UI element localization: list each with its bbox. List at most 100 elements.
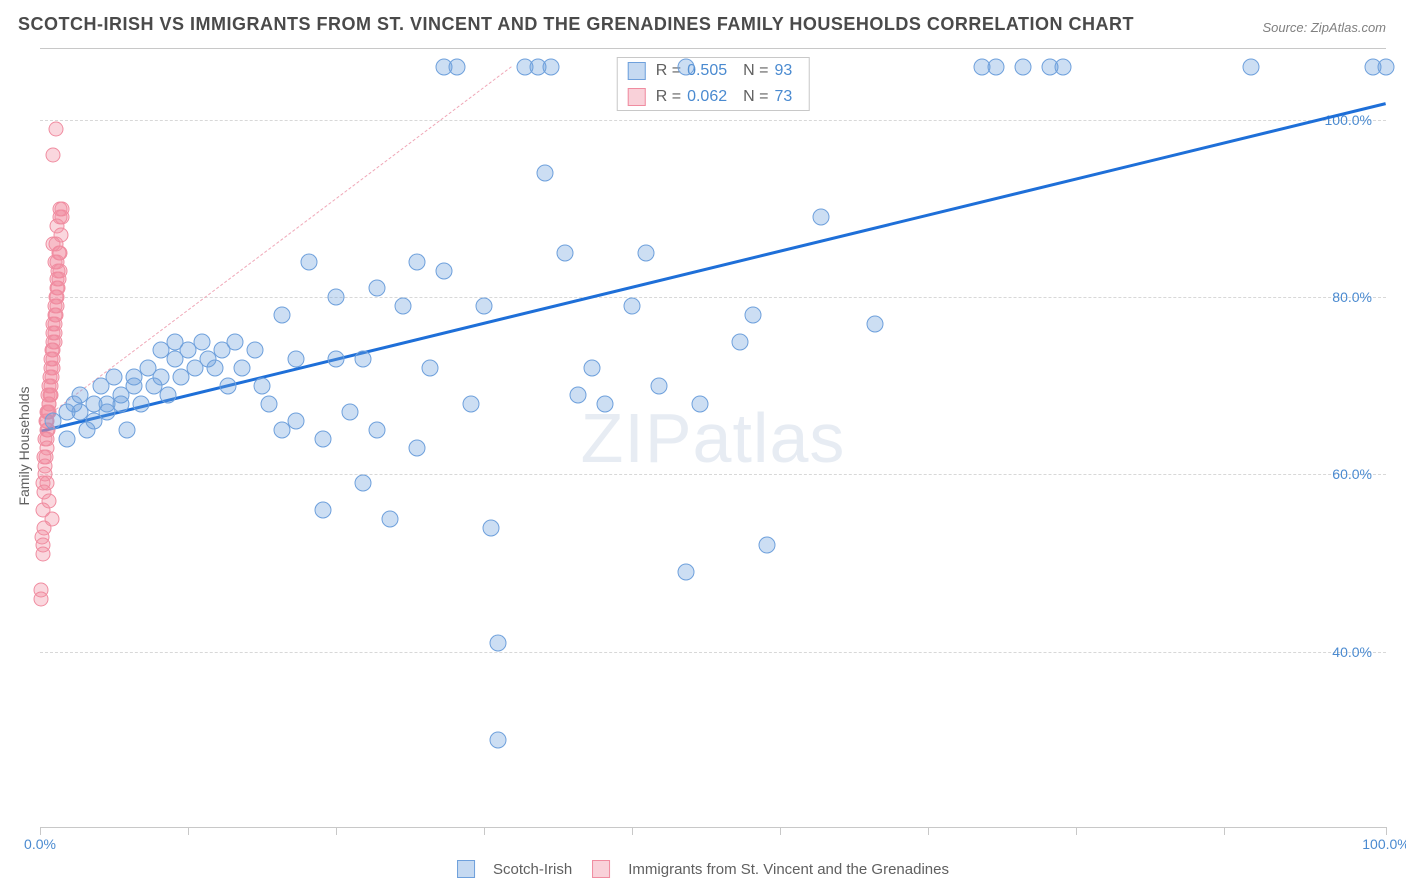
data-point-blue <box>227 333 244 350</box>
plot-area: ZIPatlas R = 0.505 N = 93 R = 0.062 N = … <box>40 48 1386 828</box>
n-label: N = <box>743 62 768 80</box>
data-point-blue <box>119 422 136 439</box>
stats-row-pink: R = 0.062 N = 73 <box>618 84 809 110</box>
data-point-pink <box>42 494 57 509</box>
data-point-blue <box>260 395 277 412</box>
data-point-blue <box>328 351 345 368</box>
data-point-blue <box>482 519 499 536</box>
data-point-blue <box>368 280 385 297</box>
data-point-blue <box>758 537 775 554</box>
y-tick-label: 80.0% <box>1332 289 1372 305</box>
data-point-blue <box>866 315 883 332</box>
data-point-pink <box>53 201 68 216</box>
pink-swatch-icon <box>628 88 646 106</box>
x-tick <box>780 827 781 835</box>
x-tick <box>1386 827 1387 835</box>
data-point-blue <box>395 298 412 315</box>
y-axis-label: Family Households <box>16 386 32 505</box>
data-point-pink <box>46 148 61 163</box>
data-point-blue <box>422 360 439 377</box>
stats-legend-box: R = 0.505 N = 93 R = 0.062 N = 73 <box>617 57 810 111</box>
data-point-blue <box>408 253 425 270</box>
stats-row-blue: R = 0.505 N = 93 <box>618 58 809 84</box>
data-point-blue <box>159 386 176 403</box>
data-point-blue <box>624 298 641 315</box>
x-tick-label: 100.0% <box>1362 836 1406 852</box>
data-point-pink <box>49 121 64 136</box>
data-point-blue <box>812 209 829 226</box>
data-point-blue <box>651 377 668 394</box>
n-value-blue: 93 <box>774 62 792 80</box>
data-point-pink <box>46 237 61 252</box>
data-point-blue <box>193 333 210 350</box>
data-point-blue <box>106 368 123 385</box>
data-point-blue <box>206 360 223 377</box>
legend-item-pink: Immigrants from St. Vincent and the Gren… <box>592 860 949 878</box>
data-point-blue <box>678 58 695 75</box>
data-point-blue <box>233 360 250 377</box>
chart-title: SCOTCH-IRISH VS IMMIGRANTS FROM ST. VINC… <box>18 14 1134 35</box>
data-point-blue <box>731 333 748 350</box>
data-point-blue <box>1014 58 1031 75</box>
grid-line <box>40 297 1386 298</box>
x-tick <box>1224 827 1225 835</box>
data-point-blue <box>274 306 291 323</box>
data-point-blue <box>637 244 654 261</box>
r-label: R = <box>656 88 681 106</box>
data-point-pink <box>34 591 49 606</box>
data-point-blue <box>287 413 304 430</box>
grid-line <box>40 652 1386 653</box>
legend-label-blue: Scotch-Irish <box>493 861 572 878</box>
data-point-blue <box>132 395 149 412</box>
data-point-blue <box>314 431 331 448</box>
data-point-blue <box>678 563 695 580</box>
grid-line <box>40 474 1386 475</box>
legend-item-blue: Scotch-Irish <box>457 860 572 878</box>
data-point-blue <box>247 342 264 359</box>
data-point-blue <box>341 404 358 421</box>
bottom-legend: Scotch-Irish Immigrants from St. Vincent… <box>457 860 949 878</box>
data-point-blue <box>536 165 553 182</box>
data-point-blue <box>489 634 506 651</box>
data-point-blue <box>381 510 398 527</box>
watermark: ZIPatlas <box>581 398 846 478</box>
data-point-blue <box>449 58 466 75</box>
y-tick-label: 60.0% <box>1332 466 1372 482</box>
blue-swatch-icon <box>628 62 646 80</box>
data-point-blue <box>462 395 479 412</box>
n-value-pink: 73 <box>774 88 792 106</box>
data-point-blue <box>287 351 304 368</box>
y-tick-label: 40.0% <box>1332 644 1372 660</box>
data-point-blue <box>328 289 345 306</box>
data-point-blue <box>254 377 271 394</box>
data-point-blue <box>368 422 385 439</box>
data-point-blue <box>489 732 506 749</box>
data-point-blue <box>691 395 708 412</box>
data-point-blue <box>597 395 614 412</box>
legend-label-pink: Immigrants from St. Vincent and the Gren… <box>628 861 949 878</box>
data-point-blue <box>1378 58 1395 75</box>
data-point-pink <box>45 511 60 526</box>
data-point-blue <box>476 298 493 315</box>
data-point-blue <box>301 253 318 270</box>
n-label: N = <box>743 88 768 106</box>
data-point-blue <box>58 431 75 448</box>
x-tick <box>928 827 929 835</box>
data-point-blue <box>1054 58 1071 75</box>
data-point-pink <box>39 476 54 491</box>
data-point-blue <box>583 360 600 377</box>
data-point-blue <box>153 368 170 385</box>
x-tick-label: 0.0% <box>24 836 56 852</box>
x-tick <box>484 827 485 835</box>
data-point-blue <box>314 501 331 518</box>
source-label: Source: ZipAtlas.com <box>1262 20 1386 35</box>
x-tick <box>632 827 633 835</box>
data-point-pink <box>50 254 65 269</box>
r-value-pink: 0.062 <box>687 88 727 106</box>
blue-swatch-icon <box>457 860 475 878</box>
data-point-blue <box>355 351 372 368</box>
data-point-blue <box>745 306 762 323</box>
data-point-blue <box>543 58 560 75</box>
data-point-blue <box>1243 58 1260 75</box>
data-point-blue <box>556 244 573 261</box>
